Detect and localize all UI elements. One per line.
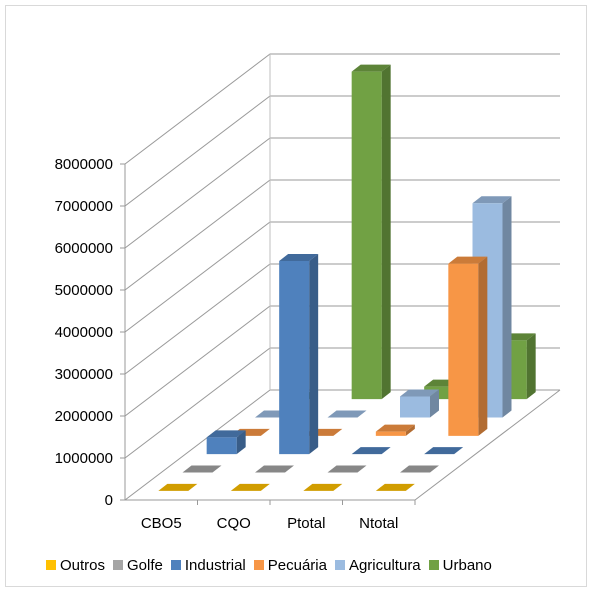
legend-item: Outros <box>46 557 105 574</box>
y-tick-label: 2000000 <box>55 408 113 425</box>
bar <box>303 483 343 491</box>
y-tick-label: 6000000 <box>55 240 113 257</box>
x-tick-label: CBO5 <box>141 515 182 532</box>
bar-top <box>424 447 464 455</box>
legend-item: Agricultura <box>334 556 421 574</box>
bar <box>206 430 246 455</box>
bar-front <box>279 260 310 455</box>
legend-label: Outros <box>60 556 106 574</box>
bar-top <box>351 64 391 72</box>
y-tick-label: 8000000 <box>55 156 113 173</box>
bar-front <box>206 437 237 455</box>
legend-swatch <box>170 560 181 570</box>
legend-label: Urbano <box>442 556 492 574</box>
bar <box>158 483 198 491</box>
bar <box>400 389 439 418</box>
bar-side <box>526 333 536 400</box>
bar-side <box>236 430 246 455</box>
bar-top <box>230 483 270 491</box>
gridline <box>124 95 560 207</box>
bar-top <box>255 465 294 473</box>
bar-top <box>327 410 367 418</box>
legend-swatch <box>46 560 56 570</box>
bar <box>351 64 391 400</box>
legend-swatch <box>113 560 124 570</box>
legend-swatch <box>253 560 264 570</box>
y-tick-label: 4000000 <box>55 324 113 341</box>
bar-top <box>375 483 415 491</box>
bar-top <box>206 430 246 438</box>
bar <box>230 483 270 491</box>
bar <box>375 483 415 491</box>
bar-front <box>351 71 382 400</box>
bar-top <box>303 483 343 491</box>
bar-side <box>502 196 512 418</box>
x-tick-label: Ptotal <box>287 515 325 532</box>
bar-top <box>351 447 391 455</box>
bar <box>424 447 464 455</box>
bar-top <box>448 256 488 264</box>
bar <box>182 465 222 473</box>
bar-top <box>400 389 439 397</box>
legend-label: Industrial <box>184 556 246 574</box>
bar <box>448 256 488 436</box>
gridline <box>124 53 560 165</box>
y-tick-label: 7000000 <box>55 198 113 215</box>
bar-front <box>400 396 430 418</box>
bars <box>158 64 536 491</box>
bar-top <box>400 465 439 473</box>
legend-label: Pecuária <box>267 556 327 574</box>
bar-top <box>327 465 367 473</box>
bar <box>327 465 367 473</box>
legend-label: Agricultura <box>348 556 421 574</box>
legend-swatch <box>428 560 439 570</box>
x-tick-label: Ntotal <box>359 515 398 532</box>
bar <box>327 410 367 418</box>
bar <box>400 465 439 473</box>
y-tick-label: 3000000 <box>55 366 113 383</box>
bar-top <box>279 253 319 261</box>
y-tick-label: 1000000 <box>55 450 113 467</box>
bar-top <box>158 483 198 491</box>
bar <box>375 424 415 436</box>
bar-side <box>381 64 391 400</box>
chart-legend: Outros Golfe Industrial Pecuária Agricultura… <box>46 555 500 575</box>
bar-top <box>375 424 415 432</box>
bar <box>279 253 319 455</box>
bar-front <box>448 263 479 436</box>
bar-side <box>478 256 488 436</box>
bar-top <box>182 465 222 473</box>
legend-item: Urbano <box>428 556 492 574</box>
y-tick-label: 5000000 <box>55 282 113 299</box>
legend-label: Golfe <box>127 556 163 574</box>
legend-item: Golfe <box>113 557 163 574</box>
y-tick-label: 0 <box>105 492 113 509</box>
legend-item: Industrial <box>170 556 246 574</box>
bar <box>255 465 294 473</box>
bar-side <box>309 253 319 455</box>
bar-front <box>375 431 406 436</box>
bar-side <box>430 389 439 418</box>
bar-side <box>405 424 415 436</box>
x-tick-label: CQO <box>217 515 251 532</box>
bar <box>351 447 391 455</box>
legend-item: Pecuária <box>253 556 327 574</box>
bar-top <box>472 196 512 204</box>
legend-swatch <box>334 560 345 570</box>
